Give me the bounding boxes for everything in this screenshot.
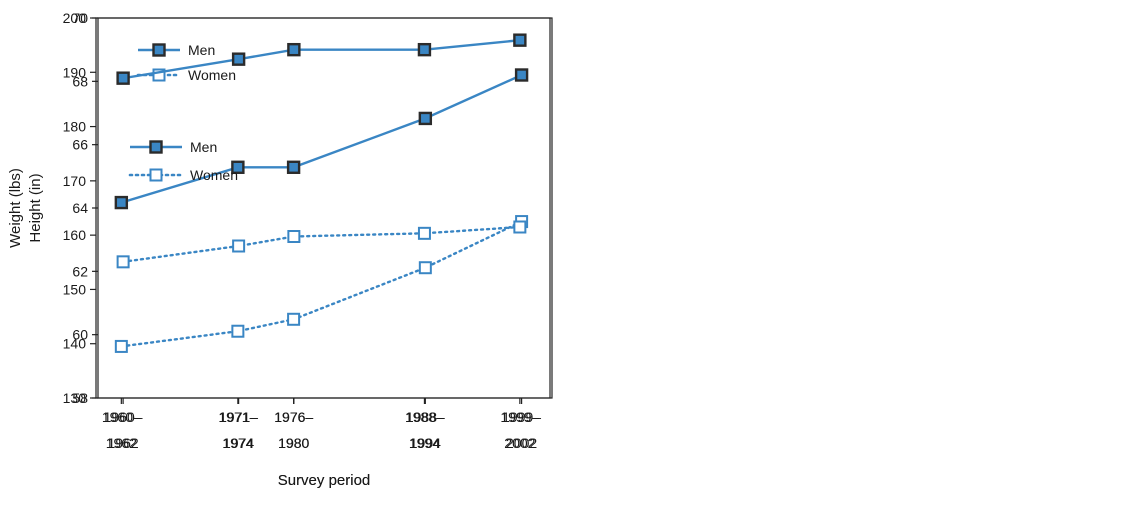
legend-marker-men — [152, 43, 166, 57]
x-tick-label: 1974 — [222, 435, 253, 451]
weight-chart: 130 140 150 160 170 180 190 200 1960– 1962 1971– 19… — [0, 0, 560, 505]
data-point-women — [287, 230, 301, 243]
data-point-women — [232, 239, 246, 253]
x-axis-title: Survey period — [278, 472, 371, 489]
x-tick-label: 1999– — [500, 409, 539, 425]
x-tick-label: 2002 — [506, 435, 537, 451]
x-tick-label: 1980 — [278, 435, 309, 451]
data-point-men — [514, 68, 529, 82]
y-tick-label: 62 — [72, 263, 88, 279]
x-tick-label: 1974 — [223, 435, 254, 451]
legend-label-women: Women — [190, 167, 238, 183]
legend-marker-men — [149, 140, 163, 154]
x-tick-label: 1976– — [274, 409, 313, 425]
y-tick-label: 130 — [63, 390, 87, 406]
y-tick-label: 64 — [72, 200, 88, 216]
x-tick-label: 1960– — [104, 409, 143, 425]
y-tick-label: 180 — [63, 119, 87, 135]
data-point-men — [231, 160, 245, 174]
x-tick-label: 1994 — [409, 435, 440, 451]
y-tick-label: 66 — [72, 137, 88, 153]
y-tick-label: 170 — [63, 173, 87, 189]
data-point-women — [418, 261, 432, 275]
data-point-men — [417, 42, 432, 57]
legend-label-men: Men — [188, 42, 215, 58]
x-tick-label: 1994 — [410, 435, 441, 451]
legend-label-men: Men — [190, 139, 217, 155]
x-axis-title: Survey period — [278, 472, 371, 489]
data-point-women — [513, 220, 527, 234]
data-point-women — [231, 324, 245, 338]
legend-marker-women — [152, 68, 166, 82]
x-tick-label: 1971– — [219, 409, 258, 425]
y-axis-title: Height (in) — [27, 173, 44, 242]
x-tick-label: 1980 — [278, 435, 309, 451]
data-point-men — [418, 111, 433, 126]
y-tick-label: 70 — [72, 10, 88, 26]
x-tick-label: 1971– — [218, 409, 257, 425]
y-tick-label: 150 — [63, 281, 87, 297]
data-point-men — [231, 52, 246, 66]
data-point-women — [114, 339, 128, 353]
y-tick-label: 140 — [63, 336, 87, 352]
data-point-men — [287, 42, 301, 57]
data-point-men — [116, 71, 130, 85]
series-line-men — [122, 39, 521, 80]
y-tick-label: 200 — [63, 10, 87, 26]
x-tick-label: 1988– — [405, 409, 444, 425]
data-point-men — [114, 195, 129, 210]
y-tick-label: 58 — [72, 390, 88, 406]
y-tick-label: 68 — [72, 73, 88, 89]
x-tick-label: 2002 — [504, 435, 535, 451]
y-tick-label: 60 — [72, 327, 88, 343]
height-chart: 58 60 62 64 66 68 70 1960– 1962 1971– 1974 1976– 198… — [0, 0, 557, 505]
data-point-men — [286, 160, 301, 174]
plot-frame — [97, 17, 551, 399]
x-tick-label: 1988– — [406, 409, 445, 425]
data-point-women — [116, 255, 130, 269]
x-tick-label: 1960– — [102, 409, 141, 425]
data-point-men — [513, 33, 527, 47]
weight-chart-svg: 130 140 150 160 170 180 190 200 1960– 1962 1971– 19… — [7, 10, 553, 489]
height-chart-svg: 58 60 62 64 66 68 70 1960– 1962 1971– 1974 1976– 198… — [27, 10, 551, 489]
y-axis-title: Weight (lbs) — [7, 168, 24, 248]
x-tick-label: 1962 — [106, 435, 137, 451]
data-point-women — [417, 226, 431, 240]
x-tick-label: 1999– — [502, 409, 541, 425]
x-tick-label: 1962 — [108, 435, 139, 451]
x-tick-label: 1976– — [274, 409, 313, 425]
legend-marker-women — [149, 168, 163, 182]
series-line-women — [121, 225, 522, 263]
legend-label-women: Women — [188, 67, 236, 83]
y-tick-label: 190 — [63, 64, 87, 80]
data-point-women — [287, 312, 301, 326]
y-tick-label: 160 — [63, 227, 87, 243]
